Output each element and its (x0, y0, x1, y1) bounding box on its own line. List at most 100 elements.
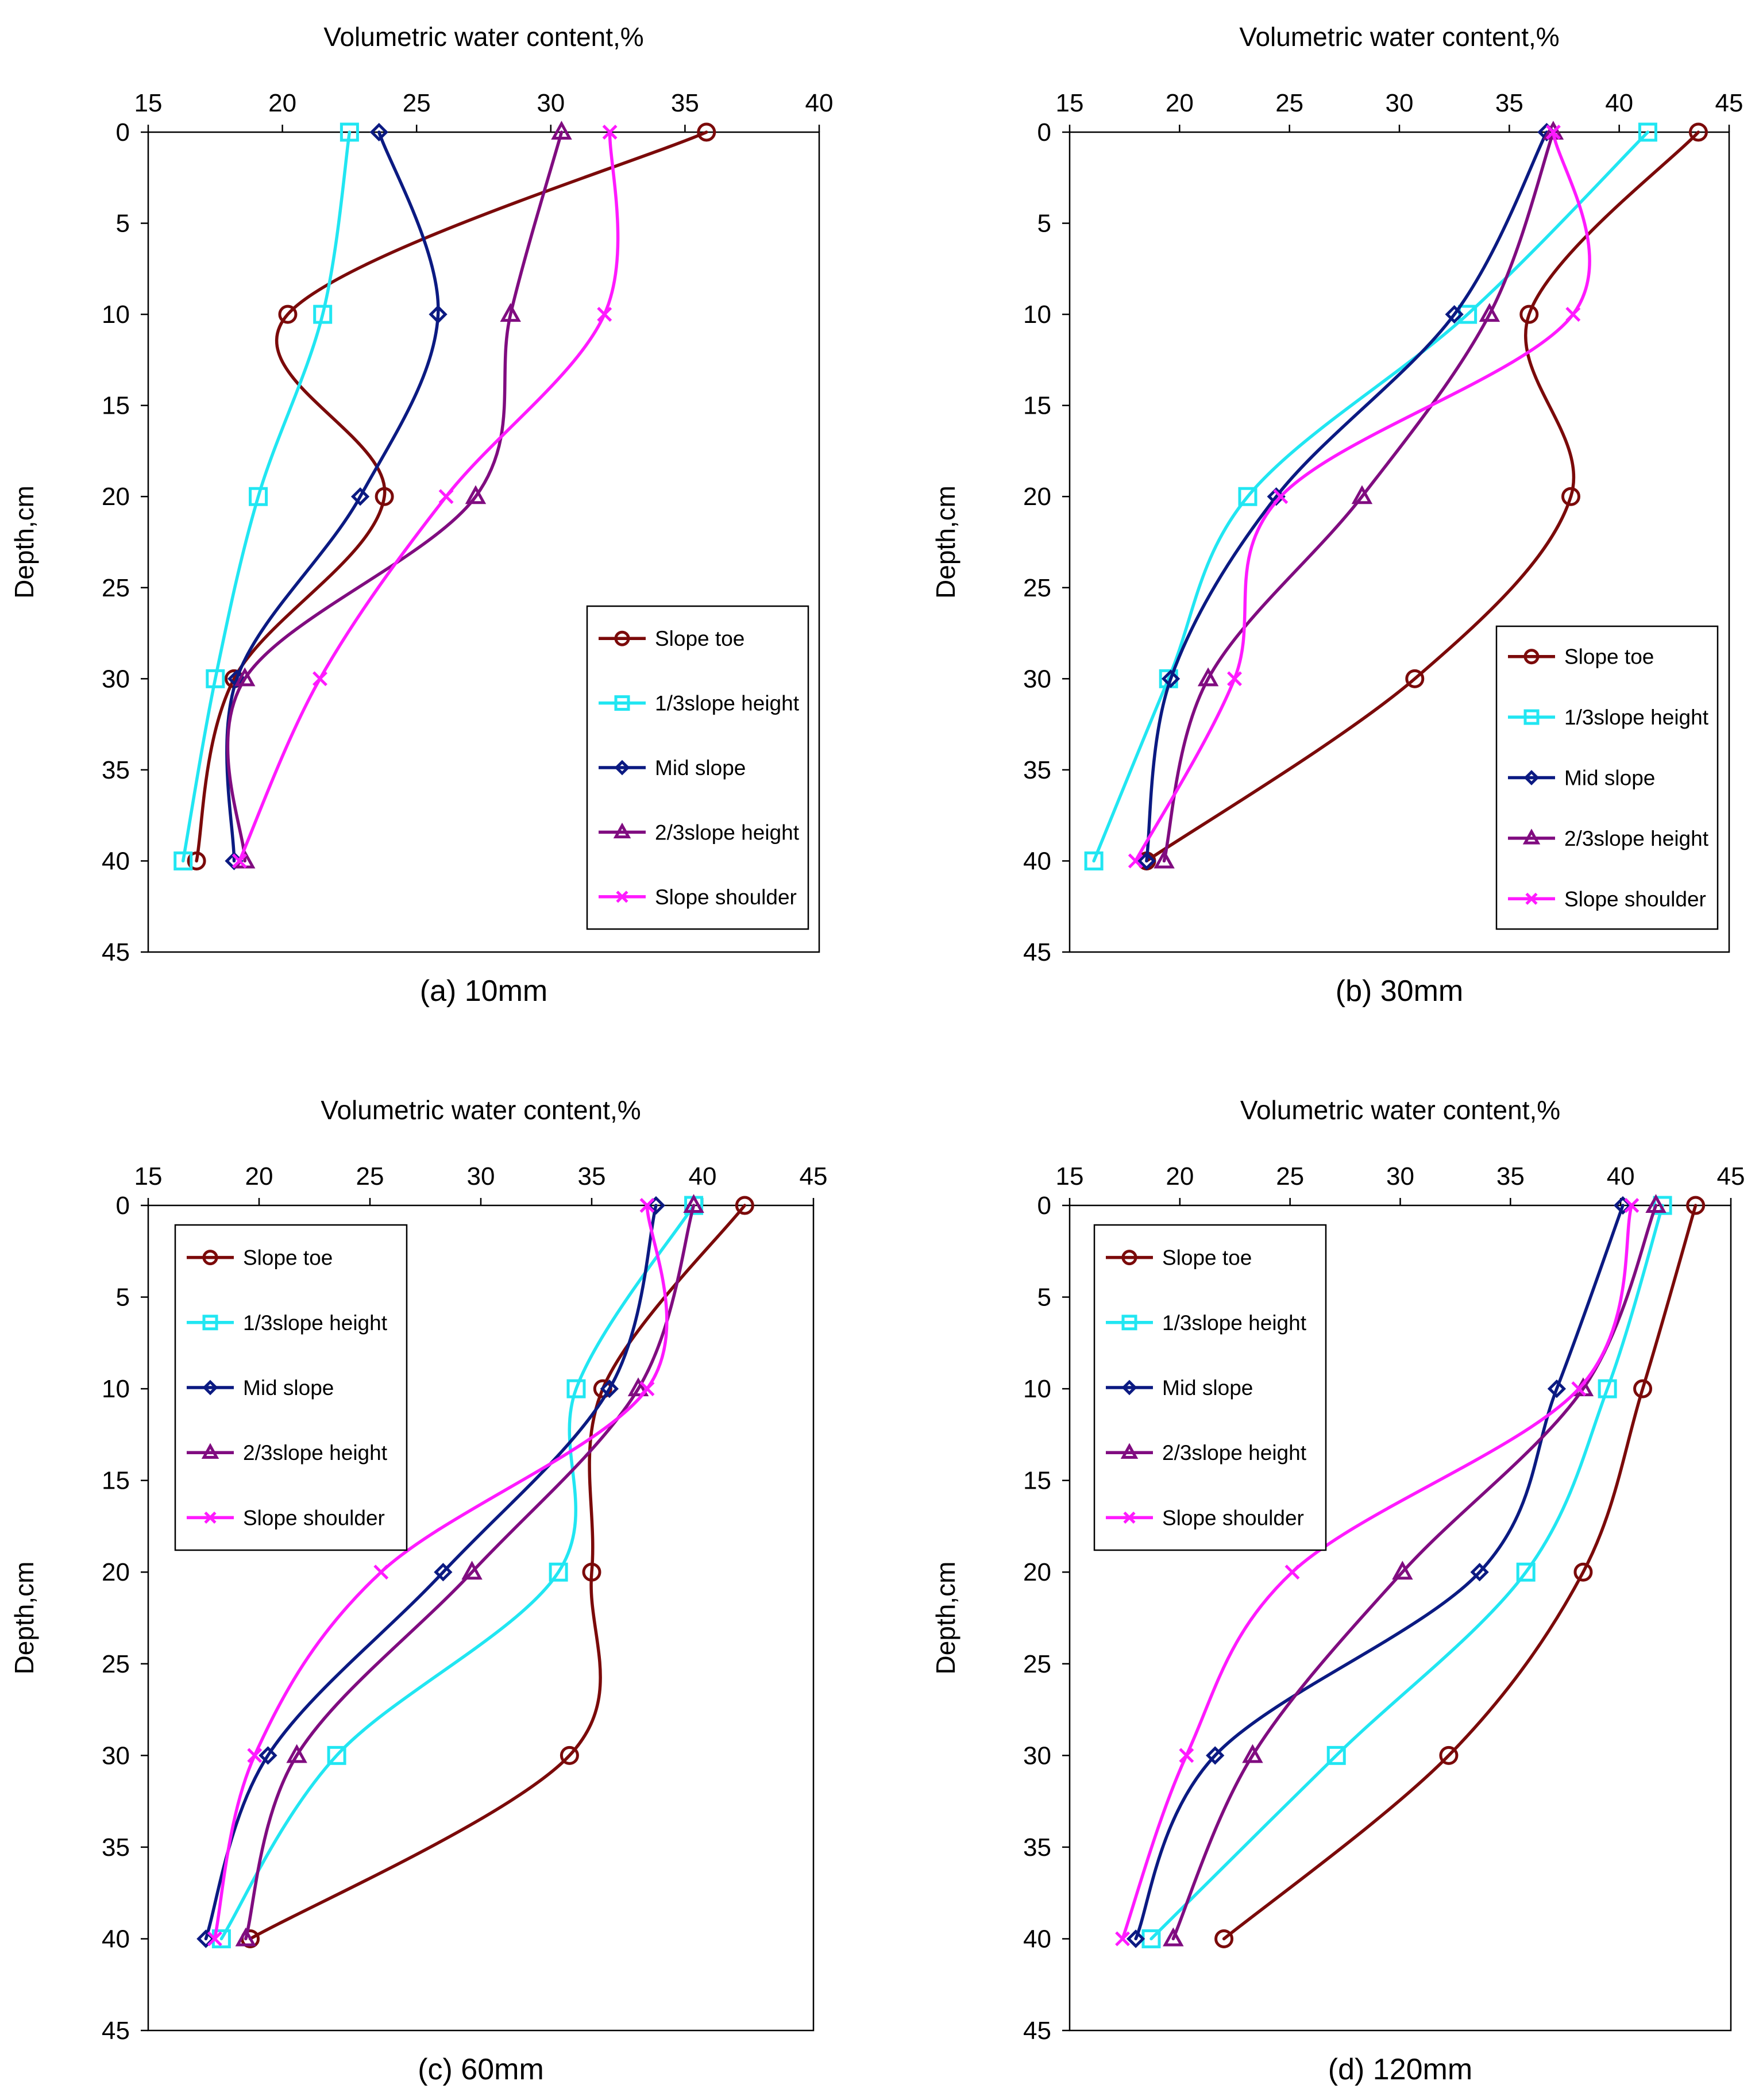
data-point (1547, 1379, 1567, 1398)
x-tick-label: 15 (1056, 89, 1084, 117)
data-point (1565, 307, 1581, 322)
legend-marker (1522, 829, 1541, 845)
y-tick-label: 45 (102, 938, 130, 966)
x-tick-label: 35 (1496, 1162, 1525, 1190)
y-tick-label: 0 (1037, 1192, 1051, 1220)
data-point (1573, 1562, 1593, 1582)
series-line (1145, 130, 1700, 863)
x-tick-label: 20 (268, 89, 296, 117)
data-point (350, 487, 370, 506)
series-1-3slope-height (1084, 122, 1657, 870)
x-tick-label: 15 (1056, 1162, 1084, 1190)
series-line (1134, 1204, 1625, 1941)
series-mid-slope (196, 1196, 666, 1948)
legend-label: Mid slope (243, 1376, 334, 1400)
legend-marker (1121, 1315, 1137, 1331)
y-tick-label: 5 (116, 1284, 130, 1312)
y-tick-label: 15 (102, 392, 130, 420)
series-2-3slope-height (235, 1194, 704, 1947)
data-point (1214, 1929, 1234, 1948)
chart-panel-a: Volumetric water content,% 15 20 25 30 35 40 0 5… (9, 22, 833, 1008)
x-tick-label: 40 (689, 1162, 717, 1190)
series-line (181, 130, 352, 863)
data-point (461, 1560, 483, 1580)
data-point (1561, 487, 1580, 506)
legend-item-2-3slope-height: 2/3slope height (1508, 827, 1709, 850)
y-axis-title: Depth,cm (9, 1562, 39, 1675)
data-point (1227, 671, 1242, 687)
legend-item-slope-shoulder: Slope shoulder (1508, 887, 1706, 911)
x-tick-label: 30 (537, 89, 565, 117)
data-point (1206, 1746, 1225, 1765)
data-point (1154, 849, 1175, 869)
data-point (465, 485, 487, 504)
data-point (1351, 485, 1373, 504)
legend-item-mid-slope: Mid slope (599, 756, 746, 780)
data-point (1197, 667, 1219, 687)
data-point (259, 1746, 277, 1765)
data-point (313, 305, 333, 324)
legend-item-slope-toe: Slope toe (1508, 645, 1654, 669)
y-tick-label: 40 (102, 1925, 130, 1953)
y-tick-label: 5 (1037, 210, 1051, 238)
data-point (438, 489, 454, 504)
x-tick-label: 15 (134, 1162, 163, 1190)
legend-label: 2/3slope height (1162, 1441, 1307, 1465)
legend-marker (202, 1315, 218, 1331)
data-point (1084, 851, 1104, 870)
data-point (1688, 122, 1708, 142)
x-tick-label: 20 (245, 1162, 273, 1190)
x-tick-label: 40 (805, 89, 834, 117)
series-line (1145, 130, 1549, 863)
data-point (1405, 669, 1425, 688)
data-point (1519, 305, 1539, 324)
x-tick-label: 25 (356, 1162, 384, 1190)
y-tick-label: 35 (1023, 756, 1051, 784)
x-tick-label: 30 (1386, 89, 1414, 117)
y-tick-label: 45 (1023, 938, 1051, 966)
y-tick-label: 30 (102, 1741, 130, 1770)
y-tick-label: 30 (102, 665, 130, 693)
data-point (373, 1565, 389, 1580)
y-tick-label: 15 (102, 1467, 130, 1495)
series-line (1092, 130, 1650, 863)
legend-marker (1523, 649, 1540, 665)
data-point (340, 122, 359, 142)
legend-marker (201, 1443, 219, 1459)
data-point (187, 851, 206, 870)
data-point (1242, 1744, 1263, 1763)
y-tick-label: 40 (1023, 1925, 1051, 1953)
data-point (1470, 1563, 1489, 1582)
data-point (206, 669, 225, 688)
series-mid-slope (1126, 1196, 1633, 1948)
legend-marker (1523, 709, 1540, 725)
legend-label: Slope toe (1162, 1246, 1252, 1270)
y-tick-label: 25 (1023, 574, 1051, 602)
x-tick-label: 35 (578, 1162, 606, 1190)
legend: Slope toe 1/3slope height Mid slope 2/3slop… (1495, 625, 1719, 930)
legend-item-slope-toe: Slope toe (1106, 1246, 1252, 1270)
y-tick-label: 5 (1037, 1284, 1051, 1312)
data-point (1137, 851, 1156, 870)
data-point (551, 121, 572, 140)
legend-marker (204, 1511, 217, 1524)
series-line (195, 130, 708, 863)
y-tick-label: 45 (1023, 2017, 1051, 2045)
y-tick-label: 5 (116, 210, 130, 238)
series-line (1134, 130, 1591, 863)
data-point (234, 667, 256, 687)
y-tick-label: 40 (1023, 847, 1051, 875)
x-axis-title: Volumetric water content,% (321, 1095, 641, 1125)
legend-label: 2/3slope height (655, 820, 800, 844)
data-point (1273, 489, 1289, 504)
data-point (1163, 1927, 1184, 1947)
series-slope-toe (1214, 1196, 1706, 1948)
legend-item-1-3slope-height: 1/3slope height (187, 1311, 388, 1335)
y-tick-label: 25 (102, 1650, 130, 1678)
x-tick-label: 25 (1275, 89, 1303, 117)
y-tick-label: 20 (1023, 1558, 1051, 1586)
data-point (313, 671, 327, 687)
legend-label: 1/3slope height (655, 692, 800, 715)
legend-label: Mid slope (1564, 766, 1655, 790)
series-slope-shoulder (207, 1198, 669, 1947)
